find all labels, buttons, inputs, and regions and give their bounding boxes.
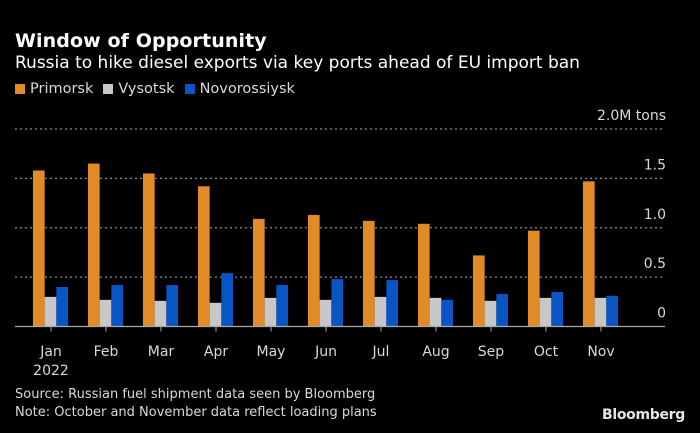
bar-novorossiysk — [221, 273, 234, 327]
bar-novorossiysk — [551, 291, 564, 327]
bar-primorsk — [197, 186, 210, 327]
bar-vysotsk — [484, 300, 497, 327]
legend-swatch-novorossiysk — [184, 84, 195, 94]
legend-swatch-vysotsk — [103, 84, 114, 94]
bar-vysotsk — [154, 300, 167, 327]
bar-vysotsk — [319, 299, 332, 327]
bar-primorsk — [87, 163, 100, 327]
bar-primorsk — [252, 218, 265, 327]
footnote: Note: October and November data reflect … — [15, 405, 377, 420]
legend-label-novorossiysk: Novorossiysk — [199, 81, 295, 97]
x-tick-label: Jan — [39, 344, 62, 360]
legend-item-vysotsk: Vysotsk — [103, 81, 175, 97]
gridlines — [15, 128, 665, 278]
bar-primorsk — [142, 173, 155, 327]
bar-vysotsk — [539, 297, 552, 327]
legend: Primorsk Vysotsk Novorossiysk — [15, 81, 305, 97]
bar-novorossiysk — [331, 279, 344, 327]
bar-novorossiysk — [276, 285, 289, 327]
x-tick-label: May — [257, 344, 286, 360]
y-axis-labels: 0 0.5 1.0 1.5 2.0M tons — [597, 108, 666, 322]
legend-item-primorsk: Primorsk — [15, 81, 93, 97]
bar-primorsk — [307, 214, 320, 327]
bar-vysotsk — [429, 297, 442, 327]
bar-vysotsk — [264, 297, 277, 327]
legend-label-vysotsk: Vysotsk — [118, 81, 175, 97]
bar-primorsk — [362, 220, 375, 327]
bar-primorsk — [472, 255, 485, 327]
x-tick-label: Mar — [148, 344, 175, 360]
bar-novorossiysk — [441, 299, 454, 327]
y-tick-label: 2.0M tons — [597, 108, 666, 124]
bar-novorossiysk — [56, 287, 69, 327]
legend-swatch-primorsk — [15, 84, 25, 94]
x-tick-label: Aug — [422, 344, 449, 360]
x-axis — [15, 325, 665, 332]
x-tick-label: Oct — [534, 344, 559, 360]
bloomberg-logo: Bloomberg — [601, 407, 685, 423]
x-tick-label: Apr — [204, 344, 228, 360]
bars — [32, 163, 619, 327]
source-note: Source: Russian fuel shipment data seen … — [15, 387, 376, 402]
bar-vysotsk — [374, 296, 387, 327]
y-tick-label: 1.5 — [644, 157, 666, 173]
bar-vysotsk — [44, 296, 57, 327]
bar-novorossiysk — [496, 293, 509, 327]
bar-vysotsk — [99, 299, 112, 327]
chart-subtitle: Russia to hike diesel exports via key po… — [15, 53, 580, 73]
y-tick-label: 0 — [657, 306, 666, 322]
legend-label-primorsk: Primorsk — [30, 81, 94, 97]
bar-primorsk — [417, 223, 430, 327]
x-axis-labels: Jan Feb Mar Apr May Jun Jul Aug Sep Oct Nov 2022 — [33, 344, 614, 379]
x-tick-label: Sep — [478, 344, 505, 360]
bar-vysotsk — [209, 302, 222, 327]
bar-primorsk — [32, 170, 45, 327]
bar-novorossiysk — [166, 285, 179, 327]
x-tick-label: Jul — [372, 344, 390, 360]
bar-novorossiysk — [386, 280, 399, 327]
x-tick-label: Jun — [314, 344, 337, 360]
chart-title: Window of Opportunity — [15, 30, 267, 52]
y-tick-label: 1.0 — [644, 207, 666, 223]
x-tick-label: Feb — [94, 344, 119, 360]
x-tick-label: Nov — [587, 344, 614, 360]
bar-primorsk — [527, 230, 540, 327]
bar-novorossiysk — [606, 295, 619, 327]
bar-primorsk — [582, 181, 595, 327]
legend-item-novorossiysk: Novorossiysk — [184, 81, 295, 97]
y-tick-label: 0.5 — [644, 256, 666, 272]
year-label: 2022 — [33, 363, 69, 379]
bar-novorossiysk — [111, 285, 124, 327]
bar-vysotsk — [594, 297, 607, 327]
